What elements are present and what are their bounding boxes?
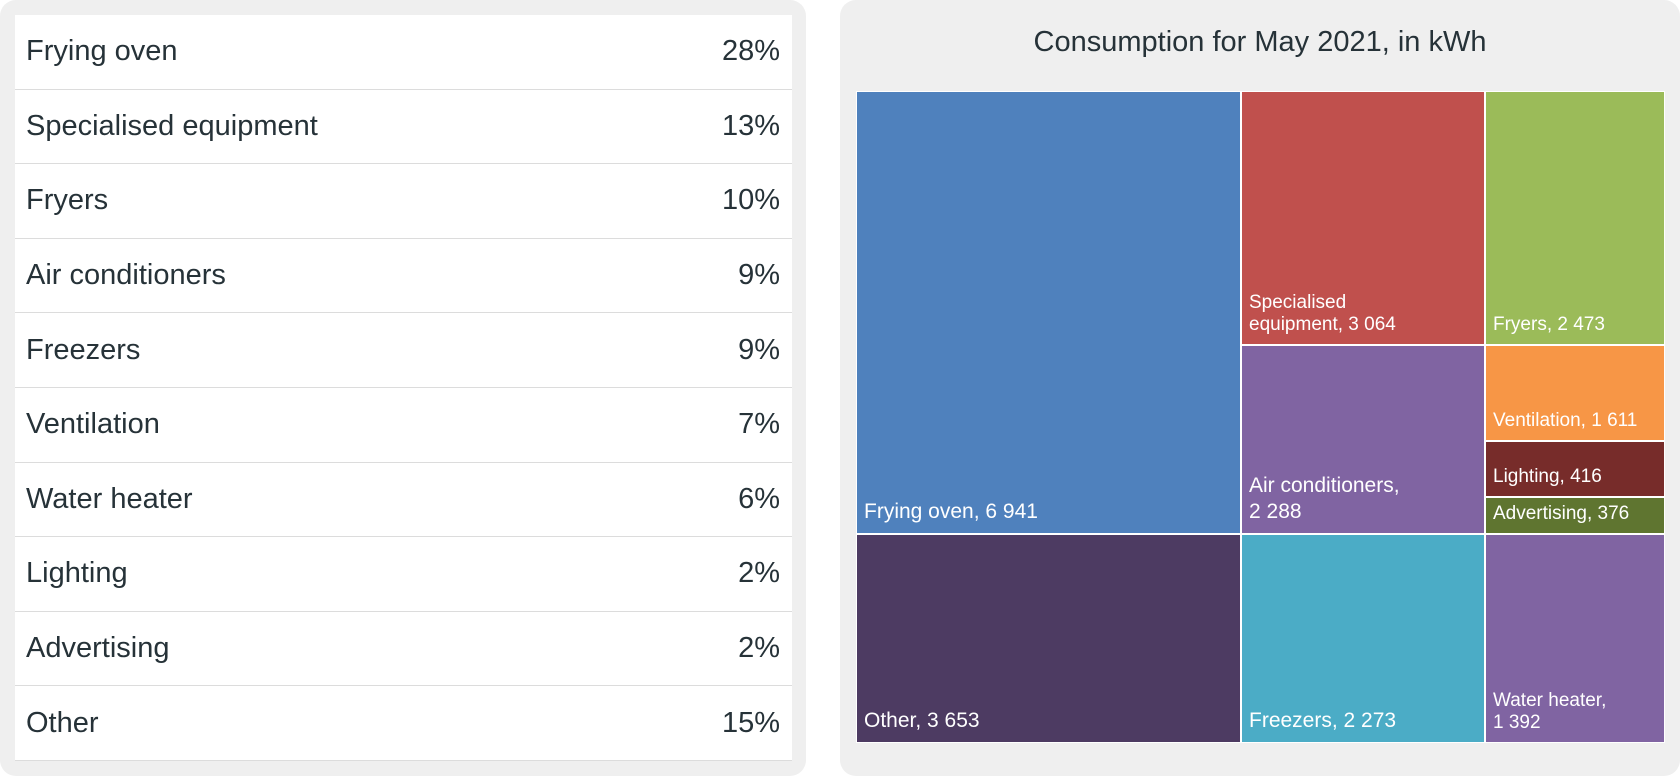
treemap-cell-label: Lighting, 416 [1493,466,1602,487]
treemap-cell-label: Other, 3 653 [864,709,980,732]
row-percentage: 2% [738,557,780,590]
table-row: Other 15% [15,686,792,761]
treemap-cell-label: Ventilation, 1 611 [1493,410,1638,431]
row-percentage: 15% [721,706,780,739]
table-row: Fryers 10% [15,164,792,239]
treemap-cell-lighting[interactable]: Lighting, 416 [1485,441,1665,497]
row-percentage: 28% [721,35,780,68]
row-label: Water heater [26,482,193,515]
table-row: Air conditioners 9% [15,239,792,314]
row-label: Other [26,706,99,739]
table-row: Advertising 2% [15,612,792,687]
row-label: Specialised equipment [26,109,318,142]
row-label: Advertising [26,632,170,665]
row-label: Lighting [26,557,128,590]
row-label: Ventilation [26,408,160,441]
row-label: Fryers [26,184,109,217]
row-percentage: 10% [721,184,780,217]
table-row: Ventilation 7% [15,388,792,463]
row-percentage: 2% [738,632,780,665]
consumption-share-panel: Frying oven 28% Specialised equipment 13… [0,0,806,776]
table-row: Frying oven 28% [15,15,792,90]
treemap-cell-specialised-equipment[interactable]: Specialised equipment, 3 064 [1241,91,1485,345]
treemap-cell-label: Water heater, 1 392 [1493,690,1607,733]
treemap-cell-label: Fryers, 2 473 [1493,314,1605,335]
row-percentage: 9% [738,259,780,292]
row-percentage: 13% [721,109,780,142]
treemap-panel: Consumption for May 2021, in kWh Frying … [840,0,1680,776]
treemap-cell-label: Frying oven, 6 941 [864,500,1038,523]
treemap-cell-air-conditioners[interactable]: Air conditioners, 2 288 [1241,345,1485,534]
treemap-cell-label: Advertising, 376 [1493,503,1630,524]
treemap-cell-label: Specialised equipment, 3 064 [1249,292,1396,335]
consumption-share-table: Frying oven 28% Specialised equipment 13… [15,15,792,761]
row-label: Frying oven [26,35,178,68]
table-row: Lighting 2% [15,537,792,612]
treemap-cell-freezers[interactable]: Freezers, 2 273 [1241,534,1485,743]
table-row: Water heater 6% [15,463,792,538]
treemap-cell-fryers[interactable]: Fryers, 2 473 [1485,91,1665,345]
row-label: Air conditioners [26,259,226,292]
treemap-cell-other[interactable]: Other, 3 653 [856,534,1241,743]
treemap-cell-frying-oven[interactable]: Frying oven, 6 941 [856,91,1241,534]
treemap-cell-label: Freezers, 2 273 [1249,709,1397,732]
treemap-cell-water-heater[interactable]: Water heater, 1 392 [1485,534,1665,743]
table-row: Freezers 9% [15,313,792,388]
row-percentage: 9% [738,333,780,366]
treemap-cell-label: Air conditioners, 2 288 [1249,474,1400,523]
row-percentage: 7% [738,408,780,441]
treemap-chart: Frying oven, 6 941 Specialised equipment,… [856,91,1665,743]
treemap-cell-advertising[interactable]: Advertising, 376 [1485,497,1665,534]
chart-title: Consumption for May 2021, in kWh [1033,26,1487,58]
row-percentage: 6% [738,482,780,515]
row-label: Freezers [26,333,141,366]
table-row: Specialised equipment 13% [15,90,792,165]
treemap-cell-ventilation[interactable]: Ventilation, 1 611 [1485,345,1665,441]
